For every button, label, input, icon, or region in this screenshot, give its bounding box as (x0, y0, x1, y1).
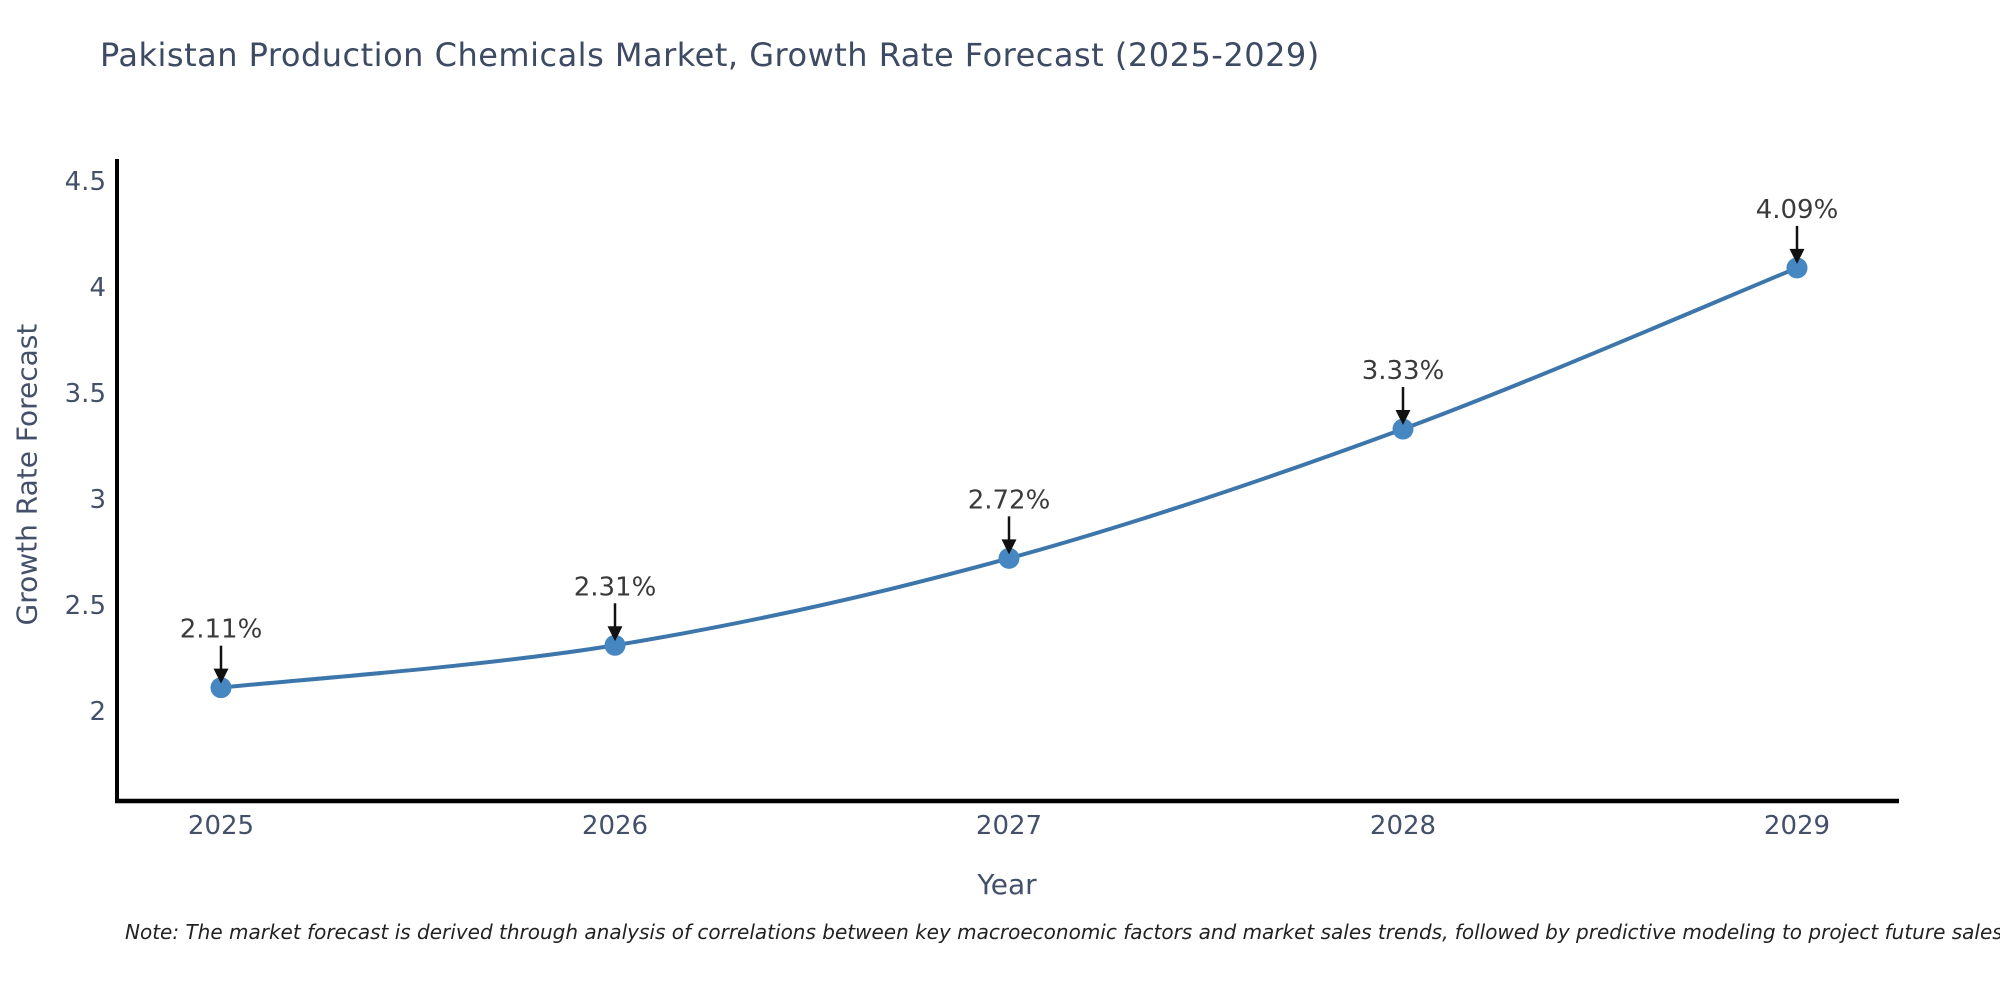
annotation-arrowhead (607, 626, 623, 642)
data-point-marker (1786, 257, 1808, 279)
y-tick-label: 2 (89, 697, 106, 727)
y-tick-label: 3 (89, 485, 106, 515)
data-point-label: 2.31% (574, 572, 657, 602)
y-tick-label: 4.5 (65, 167, 106, 197)
annotation-arrowhead (1789, 248, 1805, 264)
y-tick-label: 4 (89, 273, 106, 303)
data-point-label: 3.33% (1362, 356, 1445, 386)
annotation-arrowhead (213, 668, 229, 684)
data-point-label: 2.72% (968, 485, 1051, 515)
chart-title: Pakistan Production Chemicals Market, Gr… (100, 36, 1320, 74)
growth-rate-line (219, 265, 1799, 690)
data-point-label: 4.09% (1756, 195, 1839, 225)
x-tick-label: 2028 (1370, 811, 1436, 841)
y-tick-label: 3.5 (65, 379, 106, 409)
annotation-arrowhead (1001, 539, 1017, 555)
x-tick-label: 2025 (188, 811, 254, 841)
x-axis-title: Year (977, 868, 1037, 901)
data-point-marker (1392, 418, 1414, 440)
x-tick-label: 2026 (582, 811, 648, 841)
footnote-text: Note: The market forecast is derived thr… (125, 920, 2000, 944)
x-tick-label: 2029 (1764, 811, 1830, 841)
data-point-marker (604, 634, 626, 656)
data-point-marker (998, 547, 1020, 569)
y-axis-title: Growth Rate Forecast (10, 323, 44, 626)
data-point-label: 2.11% (180, 615, 263, 645)
data-point-marker (210, 677, 232, 699)
annotation-arrowhead (1395, 410, 1411, 426)
y-tick-label: 2.5 (65, 591, 106, 621)
x-tick-label: 2027 (976, 811, 1042, 841)
